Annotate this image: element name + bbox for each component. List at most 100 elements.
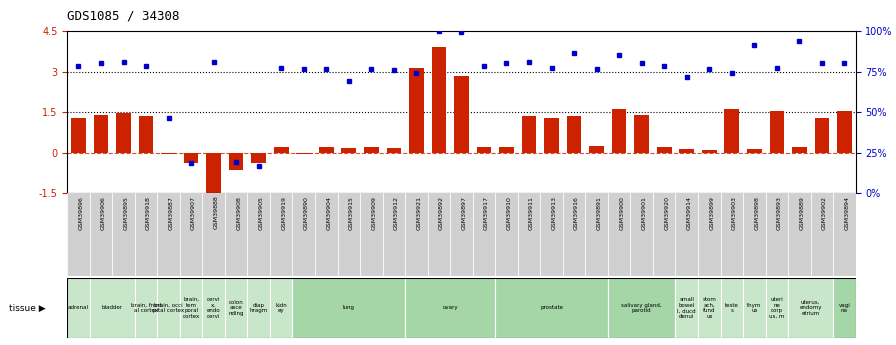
Text: GSM39920: GSM39920 <box>664 196 669 230</box>
Bar <box>158 278 180 338</box>
Bar <box>67 193 90 276</box>
Bar <box>225 278 247 338</box>
Text: vagi
na: vagi na <box>839 303 850 313</box>
Text: GSM39891: GSM39891 <box>597 196 601 229</box>
Bar <box>698 278 720 338</box>
Bar <box>563 193 585 276</box>
Bar <box>765 278 788 338</box>
Text: GSM39919: GSM39919 <box>281 196 286 230</box>
Text: brain,
tem
poral
cortex: brain, tem poral cortex <box>183 297 200 319</box>
Text: GSM39890: GSM39890 <box>304 196 309 229</box>
Bar <box>590 146 604 152</box>
Bar <box>405 193 427 276</box>
Text: GSM39896: GSM39896 <box>79 196 83 229</box>
Bar <box>567 116 582 152</box>
Text: GSM39902: GSM39902 <box>822 196 827 230</box>
Text: GSM39903: GSM39903 <box>732 196 737 230</box>
Bar <box>206 152 221 195</box>
Bar <box>770 111 784 152</box>
Bar <box>247 193 270 276</box>
Text: teste
s: teste s <box>725 303 738 313</box>
Text: GSM39908: GSM39908 <box>237 196 241 229</box>
Text: small
bowel
I, ducd
denui: small bowel I, ducd denui <box>677 297 696 319</box>
Bar <box>676 193 698 276</box>
Bar <box>473 193 495 276</box>
Bar <box>158 193 180 276</box>
Bar <box>270 193 292 276</box>
Text: brain, front
al cortex: brain, front al cortex <box>131 303 161 313</box>
Bar <box>225 193 247 276</box>
Bar <box>540 193 563 276</box>
Text: adrenal: adrenal <box>68 305 89 310</box>
Text: GSM39887: GSM39887 <box>168 196 174 229</box>
Text: uterus,
endomy
etrium: uterus, endomy etrium <box>799 299 822 316</box>
Text: GSM39894: GSM39894 <box>844 196 849 230</box>
Bar <box>833 193 856 276</box>
Text: tissue ▶: tissue ▶ <box>9 303 46 313</box>
Bar <box>657 147 671 152</box>
Bar <box>90 278 134 338</box>
Text: colon
asce
nding: colon asce nding <box>228 299 244 316</box>
Bar <box>454 76 469 152</box>
Bar <box>71 118 86 152</box>
Bar <box>94 115 108 152</box>
Bar <box>134 278 158 338</box>
Bar <box>747 149 762 152</box>
Bar <box>585 193 607 276</box>
Text: GSM39904: GSM39904 <box>326 196 332 230</box>
Text: GSM39918: GSM39918 <box>146 196 151 229</box>
Text: GSM39916: GSM39916 <box>574 196 579 229</box>
Text: GSM39895: GSM39895 <box>124 196 128 229</box>
Bar <box>698 193 720 276</box>
Bar <box>161 152 176 154</box>
Text: GDS1085 / 34308: GDS1085 / 34308 <box>67 9 180 22</box>
Bar <box>247 278 270 338</box>
Bar <box>725 109 739 152</box>
Bar <box>116 114 131 152</box>
Bar <box>432 47 446 152</box>
Bar <box>521 116 537 152</box>
Bar <box>631 193 653 276</box>
Bar <box>134 193 158 276</box>
Bar <box>405 278 495 338</box>
Bar <box>811 193 833 276</box>
Text: GSM39906: GSM39906 <box>101 196 106 229</box>
Text: cervi
x,
endo
cervi: cervi x, endo cervi <box>207 297 220 319</box>
Bar <box>292 193 315 276</box>
Text: stom
ach,
fund
us: stom ach, fund us <box>702 297 716 319</box>
Text: kidn
ey: kidn ey <box>275 303 287 313</box>
Bar <box>495 193 518 276</box>
Bar <box>788 193 811 276</box>
Text: GSM39917: GSM39917 <box>484 196 489 230</box>
Bar <box>90 193 112 276</box>
Bar <box>360 193 383 276</box>
Bar <box>792 147 806 152</box>
Text: GSM39897: GSM39897 <box>461 196 467 230</box>
Text: brain, occi
pital cortex: brain, occi pital cortex <box>153 303 185 313</box>
Text: GSM39921: GSM39921 <box>417 196 421 230</box>
Bar <box>544 118 559 152</box>
Text: bladder: bladder <box>101 305 123 310</box>
Text: GSM39893: GSM39893 <box>777 196 782 230</box>
Bar <box>518 193 540 276</box>
Bar <box>499 147 513 152</box>
Bar <box>450 193 473 276</box>
Bar <box>180 193 202 276</box>
Bar <box>270 278 292 338</box>
Bar <box>495 278 607 338</box>
Bar <box>765 193 788 276</box>
Bar <box>228 152 244 170</box>
Bar <box>252 152 266 164</box>
Text: prostate: prostate <box>540 305 563 310</box>
Bar <box>274 147 289 152</box>
Bar <box>319 147 333 152</box>
Bar <box>386 148 401 152</box>
Text: GSM39914: GSM39914 <box>686 196 692 230</box>
Text: GSM39905: GSM39905 <box>259 196 263 229</box>
Text: GSM39901: GSM39901 <box>642 196 647 229</box>
Text: GSM39911: GSM39911 <box>529 196 534 229</box>
Text: GSM39892: GSM39892 <box>439 196 444 230</box>
Text: GSM39907: GSM39907 <box>191 196 196 230</box>
Text: GSM39889: GSM39889 <box>799 196 805 229</box>
Text: GSM39899: GSM39899 <box>710 196 714 230</box>
